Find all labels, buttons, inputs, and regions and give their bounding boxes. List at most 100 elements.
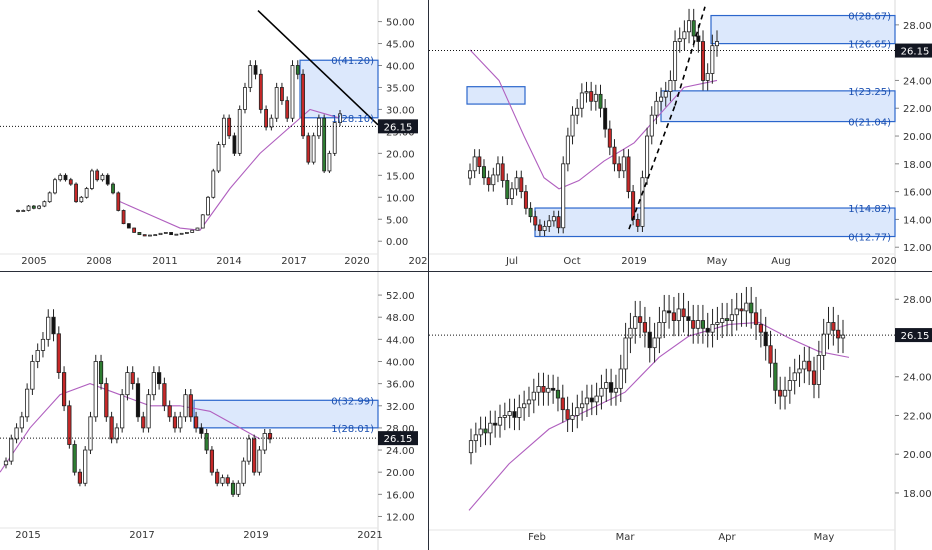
candle-body	[269, 117, 274, 128]
candle-body	[734, 308, 739, 316]
x-tick-label: 2014	[216, 256, 241, 267]
pane-divider-vertical	[428, 0, 429, 550]
candle-body	[220, 477, 225, 484]
chart-pane-bottom-left[interactable]: 12.00 16.00 20.00 24.00 28.00 32.00 36.00 40.00…	[0, 272, 428, 550]
candle-body	[652, 337, 657, 349]
candle-body	[701, 41, 706, 81]
candle-body	[715, 322, 720, 325]
candle-body	[31, 205, 36, 209]
candle-body	[109, 416, 114, 440]
x-tick-label: 202	[408, 256, 427, 267]
candle-body	[618, 368, 623, 389]
x-tick-label: 2015	[15, 530, 40, 541]
last-price-tag	[895, 43, 932, 58]
candle-body	[322, 117, 327, 172]
candle-body	[285, 100, 290, 119]
x-tick-label: Oct	[563, 256, 580, 267]
fib-zone	[466, 86, 526, 105]
y-tick-label: 24.00	[903, 373, 932, 384]
fib-label: 1(14.82)	[848, 204, 891, 215]
candle-body	[695, 320, 701, 329]
candle-body	[132, 227, 137, 233]
candle-body	[637, 316, 643, 323]
x-tick-label: 2021	[357, 530, 382, 541]
candle-body	[473, 434, 478, 442]
candle-body	[617, 163, 622, 172]
candle-body	[253, 65, 258, 75]
y-tick-label: 18.00	[903, 489, 932, 500]
x-tick-label: Apr	[718, 532, 736, 543]
candle-body	[148, 234, 152, 237]
y-tick-label: 5.00	[386, 215, 408, 226]
candle-body	[677, 38, 682, 42]
candle-body	[248, 65, 253, 88]
last-price-label: 26.15	[384, 434, 413, 445]
candle-body	[626, 156, 631, 193]
candle-body	[215, 471, 220, 484]
fib-label: 0(41.20)	[331, 56, 374, 67]
candle-body	[807, 360, 812, 372]
chart-pane-bottom-right[interactable]: 18.0020.0022.0024.0026.0028.00FebMarAprM…	[429, 272, 932, 550]
last-price-label: 26.15	[384, 122, 413, 133]
candle-body	[211, 170, 216, 198]
fib-zone	[299, 59, 379, 119]
candle-body	[714, 41, 719, 47]
candle-body	[599, 387, 604, 397]
candle-body	[195, 227, 200, 231]
candle-body	[104, 383, 109, 418]
y-tick-label: 45.00	[386, 40, 415, 51]
y-tick-label: 14.00	[903, 215, 932, 226]
candle-body	[533, 216, 538, 226]
candle-body	[739, 308, 744, 312]
candle-body	[782, 389, 788, 397]
candle-body	[640, 177, 645, 227]
candle-body	[537, 224, 542, 231]
trend-line	[674, 6, 706, 106]
candle-body	[666, 310, 672, 314]
candle-body	[174, 233, 179, 236]
candle-body	[663, 91, 668, 98]
y-tick-label: 22.00	[903, 411, 932, 422]
candle-body	[584, 91, 589, 94]
y-tick-label: 12.00	[903, 243, 932, 254]
x-tick-label: Feb	[528, 532, 546, 543]
candle-body	[257, 449, 262, 473]
chart-pane-top-right[interactable]: 12.0014.0016.0018.0020.0022.0024.0026.00…	[429, 0, 932, 271]
candle-body	[604, 382, 609, 389]
y-tick-label: 20.00	[386, 468, 415, 479]
candle-body	[705, 73, 710, 81]
candle-body	[612, 146, 617, 165]
candle-body	[773, 362, 778, 391]
candle-body	[645, 135, 650, 179]
candle-body	[763, 331, 768, 347]
y-tick-label: 52.00	[386, 291, 415, 302]
candle-body	[56, 333, 61, 373]
y-tick-label: 12.00	[386, 512, 415, 523]
candle-body	[671, 312, 677, 321]
candle-body	[472, 156, 477, 172]
candle-body	[311, 135, 316, 163]
chart-svg-top-right[interactable]: 12.0014.0016.0018.0020.0022.0024.0026.00…	[429, 0, 932, 271]
candle-body	[561, 163, 566, 229]
candle-body	[686, 316, 691, 321]
candle-body	[831, 322, 836, 331]
y-tick-label: 20.00	[386, 149, 415, 160]
candle-body	[659, 96, 664, 102]
chart-svg-bottom-left[interactable]: 12.00 16.00 20.00 24.00 28.00 32.00 36.00 40.00…	[0, 272, 428, 550]
fib-label: 0(12.77)	[848, 233, 891, 244]
chart-svg-top-left[interactable]: 0.005.0010.0015.0020.0025.0030.0035.0040…	[0, 0, 428, 271]
chart-svg-bottom-right[interactable]: 18.0020.0022.0024.0026.0028.00FebMarAprM…	[429, 272, 932, 550]
candle-body	[252, 438, 257, 473]
candle-body	[551, 216, 556, 222]
candle-body	[137, 232, 142, 236]
candle-body	[729, 314, 734, 321]
chart-pane-top-left[interactable]: 0.005.0010.0015.0020.0025.0030.0035.0040…	[0, 0, 428, 271]
fib-label: 0(21.04)	[848, 118, 891, 129]
candle-body	[185, 232, 189, 234]
last-price-tag	[895, 328, 932, 343]
y-tick-label: 20.00	[903, 450, 932, 461]
candle-body	[691, 20, 696, 37]
candle-body	[74, 183, 78, 203]
candle-body	[84, 188, 89, 198]
candle-body	[243, 87, 247, 110]
